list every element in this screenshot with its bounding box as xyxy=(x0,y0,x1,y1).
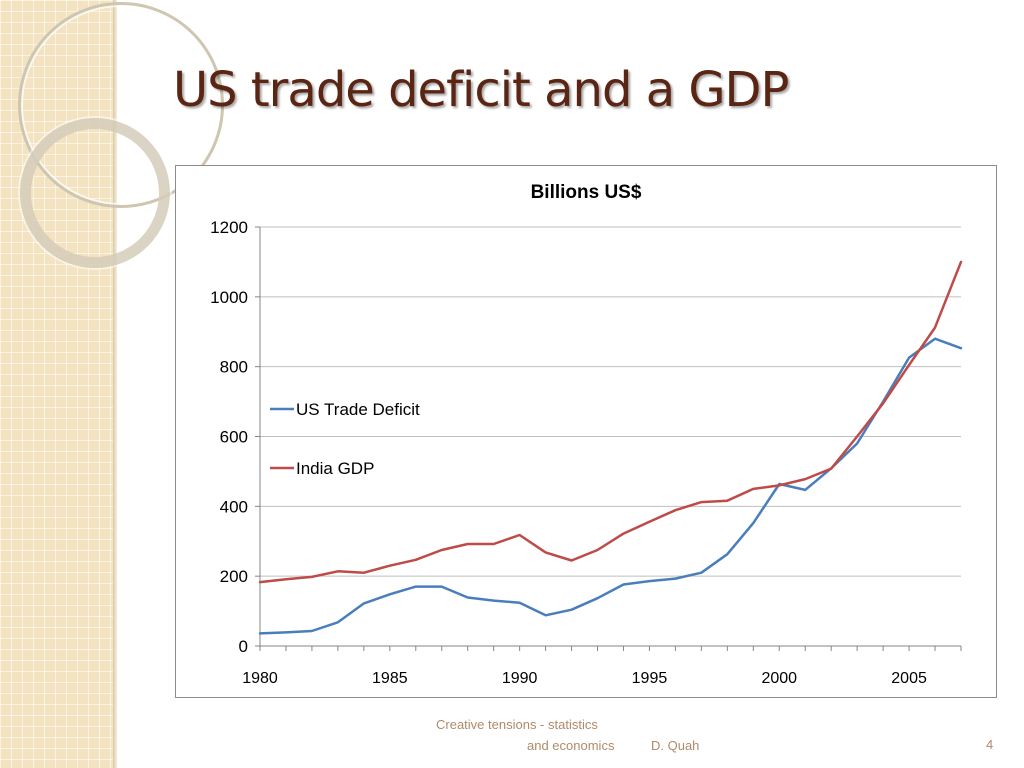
x-tick-label: 1980 xyxy=(242,670,278,687)
series-lines xyxy=(258,260,963,635)
footer-author: D. Quah xyxy=(651,738,700,753)
footer-course-line2: and economics xyxy=(527,738,615,753)
series-line-us-trade-deficit xyxy=(258,337,963,635)
y-tick-label: 800 xyxy=(220,358,248,377)
decorative-ring-small xyxy=(20,118,170,268)
line-chart: Billions US$ 0 200 400 600 800 1000 1200 1980 19… xyxy=(210,182,963,687)
legend-label-us-trade-deficit: US Trade Deficit xyxy=(296,400,420,419)
footer-page-number: 4 xyxy=(986,737,994,752)
legend: US Trade Deficit India GDP xyxy=(270,400,420,478)
y-tick-label: 1000 xyxy=(210,288,248,307)
x-tick-label: 1990 xyxy=(502,670,538,687)
side-band-edge xyxy=(113,0,117,768)
x-tick-label: 1985 xyxy=(372,670,408,687)
chart-frame: Billions US$ 0 200 400 600 800 1000 1200 1980 19… xyxy=(175,165,997,698)
chart-title: Billions US$ xyxy=(531,182,642,203)
y-tick-label: 0 xyxy=(239,637,248,656)
gridlines xyxy=(260,226,961,577)
legend-label-india-gdp: India GDP xyxy=(296,459,374,478)
x-tick-label: 2000 xyxy=(761,670,797,687)
axes: 0 200 400 600 800 1000 1200 1980 1985 1990 1995 200… xyxy=(210,218,962,687)
y-tick-label: 400 xyxy=(220,497,248,516)
series-line-india-gdp xyxy=(258,260,963,584)
slide-title: US trade deficit and a GDP xyxy=(173,62,789,118)
y-tick-label: 200 xyxy=(220,567,248,586)
footer-course-line1: Creative tensions - statistics xyxy=(436,717,598,732)
x-tick-label: 2005 xyxy=(891,670,927,687)
y-tick-label: 1200 xyxy=(210,218,248,237)
y-tick-label: 600 xyxy=(220,428,248,447)
x-tick-label: 1995 xyxy=(632,670,668,687)
